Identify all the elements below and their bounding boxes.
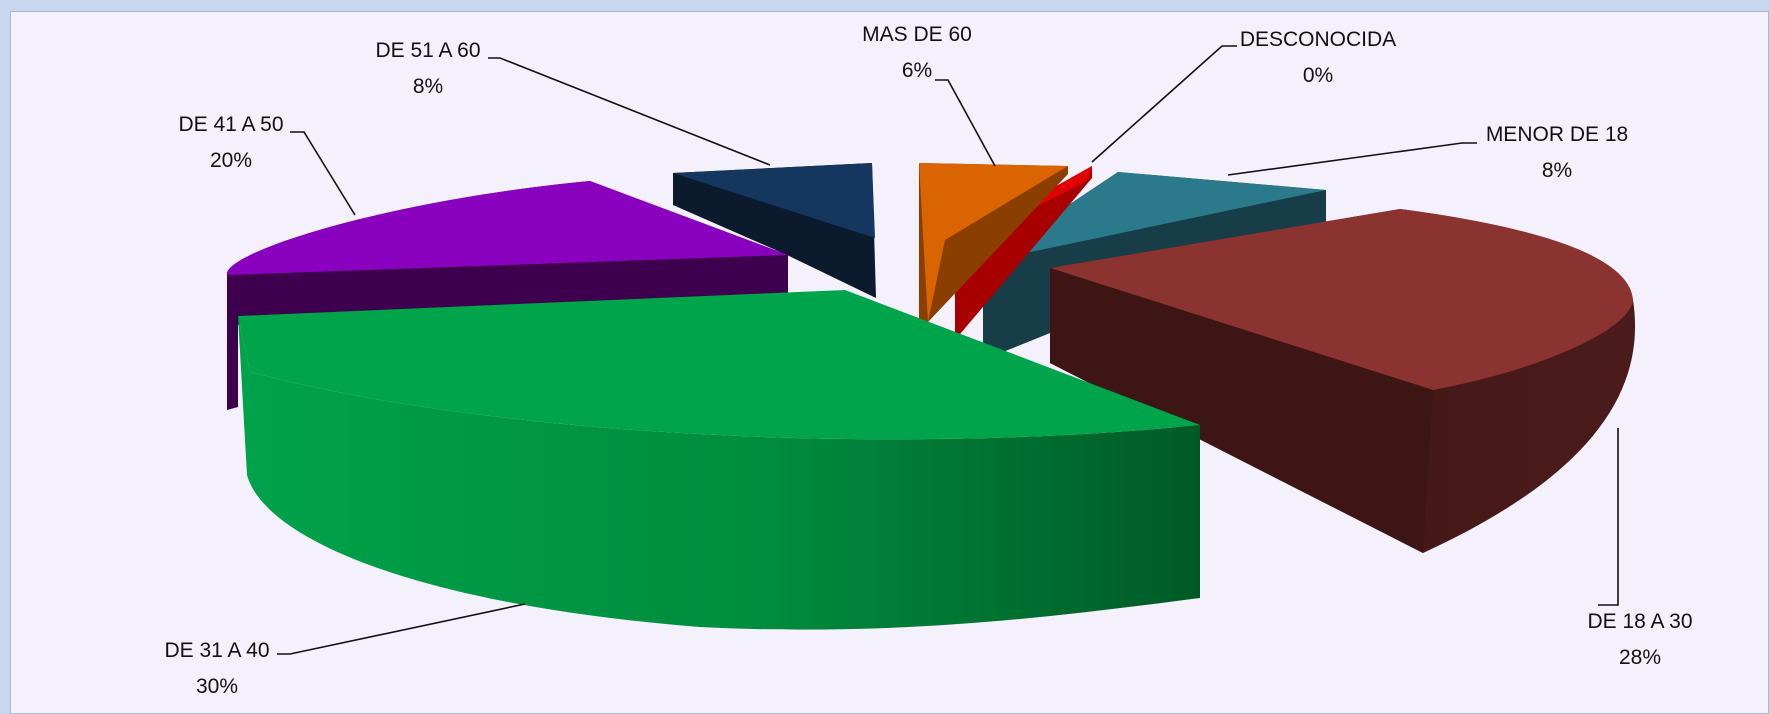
pie-slice-de-31-a-40 <box>238 290 1200 630</box>
slice-value-de-51-a-60: 8% <box>413 75 443 98</box>
leader-line-mas-de-60 <box>935 79 996 167</box>
leader-line-desconocida <box>1091 45 1237 163</box>
slice-label-de-31-a-40: DE 31 A 40 <box>164 639 269 662</box>
leader-line-de-41-a-50 <box>290 131 356 216</box>
pie-slice-mas-de-60 <box>919 163 1068 322</box>
slice-label-de-18-a-30: DE 18 A 30 <box>1587 610 1692 633</box>
slice-label-menor-de-18: MENOR DE 18 <box>1486 123 1628 146</box>
slice-label-mas-de-60: MAS DE 60 <box>862 23 972 46</box>
slice-value-mas-de-60: 6% <box>902 59 932 82</box>
slice-value-de-31-a-40: 30% <box>196 675 238 698</box>
slice-value-desconocida: 0% <box>1303 64 1333 87</box>
slice-value-menor-de-18: 8% <box>1542 159 1572 182</box>
slice-value-de-41-a-50: 20% <box>210 149 252 172</box>
slice-label-de-51-a-60: DE 51 A 60 <box>375 39 480 62</box>
pie-slice-de-51-a-60 <box>673 163 876 298</box>
pie-slice-de-41-a-50 <box>227 181 788 410</box>
leader-line-de-18-a-30 <box>1598 428 1619 606</box>
pie-slice-de-18-a-30 <box>1050 209 1636 553</box>
slice-label-de-41-a-50: DE 41 A 50 <box>178 113 283 136</box>
slice-value-de-18-a-30: 28% <box>1619 646 1661 669</box>
leader-line-menor-de-18 <box>1227 142 1477 176</box>
leader-line-de-31-a-40 <box>277 603 526 655</box>
leader-line-de-51-a-60 <box>488 57 771 166</box>
slice-label-desconocida: DESCONOCIDA <box>1240 28 1396 51</box>
